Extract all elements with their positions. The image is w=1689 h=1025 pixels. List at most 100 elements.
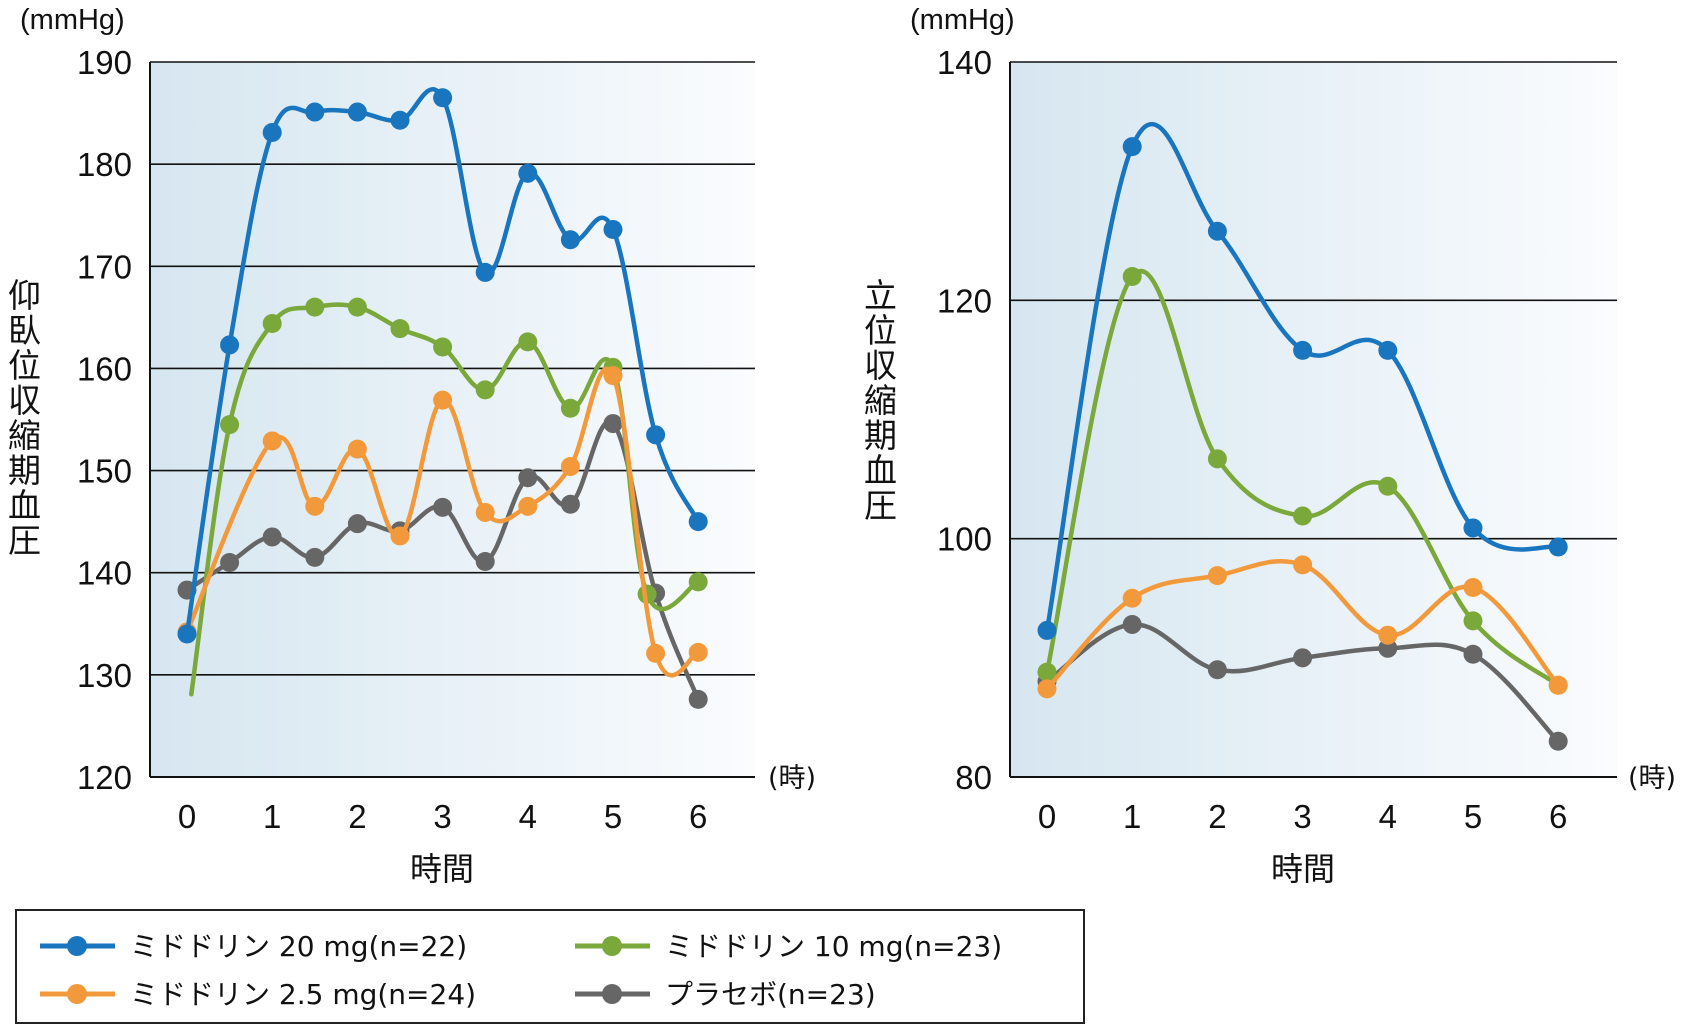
data-point [560, 456, 580, 476]
series-m20 [177, 87, 708, 644]
y-unit-label: (mmHg) [20, 4, 125, 36]
data-point [1293, 340, 1313, 360]
gridlines [1010, 61, 1617, 540]
legend-item-m25: ミドドリン 2.5 mg(n=24) [40, 978, 476, 1011]
data-point [603, 414, 623, 434]
x-axis-title: 時間 [1271, 850, 1335, 888]
legend-item-m10: ミドドリン 10 mg(n=23) [575, 930, 1002, 963]
data-point [433, 88, 453, 108]
x-tick-label: 4 [1379, 798, 1397, 835]
y-tick-label: 150 [77, 453, 132, 490]
data-point [305, 547, 325, 567]
y-tick-label: 190 [77, 44, 132, 81]
data-point [646, 425, 666, 445]
legend-swatch-marker [602, 984, 622, 1004]
y-tick-label: 120 [77, 759, 132, 796]
y-tick-label: 130 [77, 657, 132, 694]
gridlines [150, 61, 755, 676]
data-point [220, 415, 240, 435]
data-point [1378, 340, 1398, 360]
legend-item-m20: ミドドリン 20 mg(n=22) [40, 930, 467, 963]
y-tick-label: 140 [77, 555, 132, 592]
data-point [1207, 660, 1227, 680]
data-point [603, 366, 623, 386]
data-point [560, 398, 580, 418]
x-tick-label: 1 [263, 798, 281, 835]
data-point [347, 514, 367, 534]
series-line [1044, 269, 1561, 688]
data-point [688, 572, 708, 592]
data-point [475, 551, 495, 571]
y-tick-label: 170 [77, 248, 132, 285]
data-point [1122, 267, 1142, 286]
series-group [1037, 122, 1568, 751]
legend-swatch-marker [67, 984, 87, 1004]
x-tick-label: 5 [604, 798, 622, 835]
data-point [220, 335, 240, 355]
plot-background [1010, 62, 1617, 777]
data-point [390, 526, 410, 546]
y-tick-label: 80 [955, 759, 992, 796]
data-point [305, 496, 325, 516]
x-tick-label: 0 [1038, 798, 1056, 835]
data-point [1293, 555, 1313, 575]
series-line [184, 366, 701, 678]
x-tick-label: 1 [1123, 798, 1141, 835]
data-point [262, 313, 282, 333]
data-point [1037, 620, 1057, 640]
data-point [390, 319, 410, 339]
data-point [518, 496, 538, 516]
data-point [1378, 625, 1398, 645]
legend-swatch-marker [67, 936, 87, 956]
data-point [390, 110, 410, 130]
y-tick-labels: 120 130 140 150 160 170 180 190 [77, 44, 132, 796]
data-point [262, 527, 282, 547]
data-point [1122, 588, 1142, 608]
legend-label: プラセボ(n=23) [665, 978, 876, 1011]
data-point [347, 439, 367, 459]
y-tick-label: 100 [937, 521, 992, 558]
x-axis-title: 時間 [410, 850, 474, 888]
series-pl [1037, 614, 1568, 751]
x-tick-label: 3 [1293, 798, 1311, 835]
data-point [475, 262, 495, 282]
x-tick-label: 6 [1549, 798, 1567, 835]
data-point [518, 163, 538, 183]
data-point [475, 380, 495, 400]
data-point [1463, 644, 1483, 664]
data-point [220, 553, 240, 572]
x-tick-labels: 0 1 2 3 4 5 6 [178, 798, 708, 835]
data-point [262, 431, 282, 451]
data-point [433, 497, 453, 517]
x-tick-label: 6 [689, 798, 707, 835]
data-point [433, 390, 453, 410]
data-point [262, 122, 282, 142]
data-point [688, 689, 708, 709]
series-group [177, 87, 708, 709]
x-tick-label: 2 [1208, 798, 1226, 835]
series-m20 [1037, 122, 1568, 640]
data-point [518, 468, 538, 488]
data-point [1463, 578, 1483, 598]
data-point [475, 502, 495, 522]
legend-label: ミドドリン 2.5 mg(n=24) [130, 978, 476, 1011]
data-point [1207, 221, 1227, 241]
x-tick-label: 3 [433, 798, 451, 835]
legend-label: ミドドリン 10 mg(n=23) [665, 930, 1002, 963]
data-point [1548, 537, 1568, 557]
legend-box [15, 909, 1085, 1024]
data-point [1122, 137, 1142, 157]
x-tick-label: 5 [1464, 798, 1482, 835]
data-point [646, 643, 666, 663]
y-axis-title: 立位収縮期血圧 [859, 278, 898, 523]
y-unit-label: (mmHg) [910, 4, 1015, 36]
data-point [1378, 638, 1398, 658]
data-point [1463, 518, 1483, 538]
x-unit-label: (時) [1628, 763, 1676, 794]
data-point [1037, 679, 1057, 699]
data-point [560, 230, 580, 250]
x-tick-label: 4 [519, 798, 537, 835]
y-tick-label: 180 [77, 146, 132, 183]
data-point [177, 624, 197, 644]
